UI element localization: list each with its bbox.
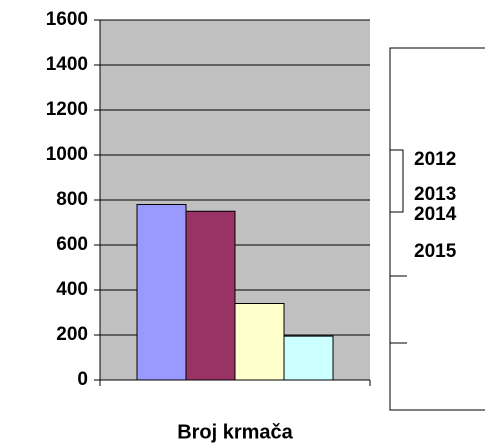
y-tick-label: 600 xyxy=(56,234,88,255)
y-tick-label: 1200 xyxy=(46,99,88,120)
legend-label: 2014 xyxy=(414,204,457,225)
y-tick-label: 1400 xyxy=(46,54,88,75)
bar xyxy=(185,210,236,381)
bar xyxy=(283,335,334,381)
legend-label: 2012 xyxy=(414,149,456,170)
y-tick-label: 800 xyxy=(56,189,88,210)
y-tick-label: 0 xyxy=(77,369,88,390)
legend-label: 2015 xyxy=(414,241,457,262)
legend-label: 2013 xyxy=(414,184,456,205)
x-tick-label: Broj krmača xyxy=(177,421,293,443)
y-tick-label: 200 xyxy=(56,324,88,345)
y-tick-label: 400 xyxy=(56,279,88,300)
legend-key xyxy=(389,149,404,213)
y-tick-label: 1600 xyxy=(46,9,88,30)
bar xyxy=(234,303,285,381)
legend-box xyxy=(389,47,485,411)
bar xyxy=(136,204,187,381)
y-tick-label: 1000 xyxy=(46,144,88,165)
